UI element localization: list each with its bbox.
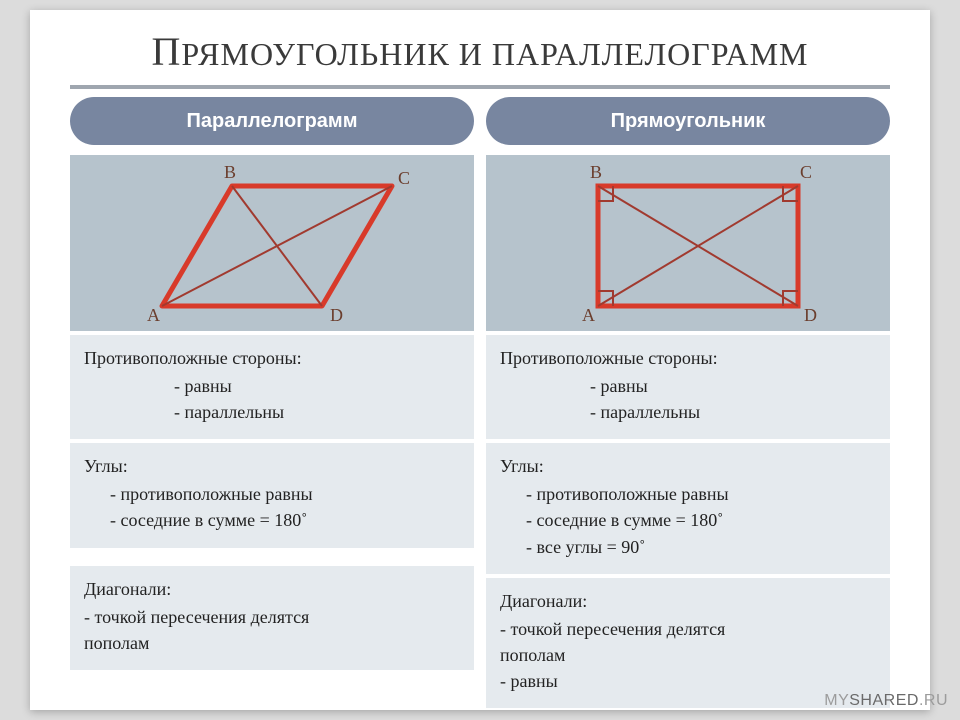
sides-head-r: Противоположные стороны: (500, 345, 876, 371)
diags-head: Диагонали: (84, 576, 460, 602)
angles-l2-r: - соседние в сумме = 180˚ (500, 507, 876, 533)
watermark-a: MY (824, 692, 849, 709)
watermark-b: SHARED (849, 692, 919, 709)
title-rest: РЯМОУГОЛЬНИК И ПАРАЛЛЕЛОГРАММ (181, 36, 808, 72)
label-A-r: A (582, 305, 595, 325)
angles-l1-r: - противоположные равны (500, 481, 876, 507)
sides-head: Противоположные стороны: (84, 345, 460, 371)
label-B-r: B (590, 162, 602, 182)
diags-l2-r: пополам (500, 642, 876, 668)
sides-l2: - параллельны (84, 399, 460, 425)
label-D: D (330, 305, 343, 325)
parallelogram-diag2 (232, 186, 322, 306)
sides-box-right: Противоположные стороны: - равны - парал… (486, 335, 890, 443)
header-parallelogram: Параллелограмм (70, 97, 474, 145)
diags-l3-r: - равны (500, 668, 876, 694)
diags-box-left: Диагонали: - точкой пересечения делятся … (70, 566, 474, 670)
angles-box-left: Углы: - противоположные равны - соседние… (70, 443, 474, 551)
sides-l1: - равны (84, 373, 460, 399)
title-underline (70, 85, 890, 89)
label-A: A (147, 305, 160, 325)
watermark-c: .RU (919, 692, 948, 709)
diags-l2: пополам (84, 630, 460, 656)
column-parallelogram: Параллелограмм A B C D Противоположные с… (70, 97, 474, 708)
angles-l1: - противоположные равны (84, 481, 460, 507)
title-first-char: П (152, 29, 182, 74)
column-rectangle: Прямоугольник A B C D П (486, 97, 890, 708)
diagram-parallelogram: A B C D (70, 155, 474, 335)
angles-box-right: Углы: - противоположные равны - соседние… (486, 443, 890, 577)
rectangle-svg: A B C D (518, 156, 858, 331)
label-B: B (224, 162, 236, 182)
diags-l1-r: - точкой пересечения делятся (500, 616, 876, 642)
slide-title: ПРЯМОУГОЛЬНИК И ПАРАЛЛЕЛОГРАММ (30, 10, 930, 85)
angles-head-r: Углы: (500, 453, 876, 479)
label-C-r: C (800, 162, 812, 182)
slide: ПРЯМОУГОЛЬНИК И ПАРАЛЛЕЛОГРАММ Параллело… (30, 10, 930, 710)
angles-l2: - соседние в сумме = 180˚ (84, 507, 460, 533)
diags-l1: - точкой пересечения делятся (84, 604, 460, 630)
label-D-r: D (804, 305, 817, 325)
label-C: C (398, 168, 410, 188)
columns: Параллелограмм A B C D Противоположные с… (30, 97, 930, 708)
watermark: MYSHARED.RU (824, 692, 948, 710)
parallelogram-svg: A B C D (102, 156, 442, 331)
sides-l1-r: - равны (500, 373, 876, 399)
diagram-rectangle: A B C D (486, 155, 890, 335)
header-rectangle: Прямоугольник (486, 97, 890, 145)
angles-l3-r: - все углы = 90˚ (500, 534, 876, 560)
diags-box-right: Диагонали: - точкой пересечения делятся … (486, 578, 890, 708)
sides-l2-r: - параллельны (500, 399, 876, 425)
angles-head: Углы: (84, 453, 460, 479)
diags-head-r: Диагонали: (500, 588, 876, 614)
sides-box-left: Противоположные стороны: - равны - парал… (70, 335, 474, 443)
